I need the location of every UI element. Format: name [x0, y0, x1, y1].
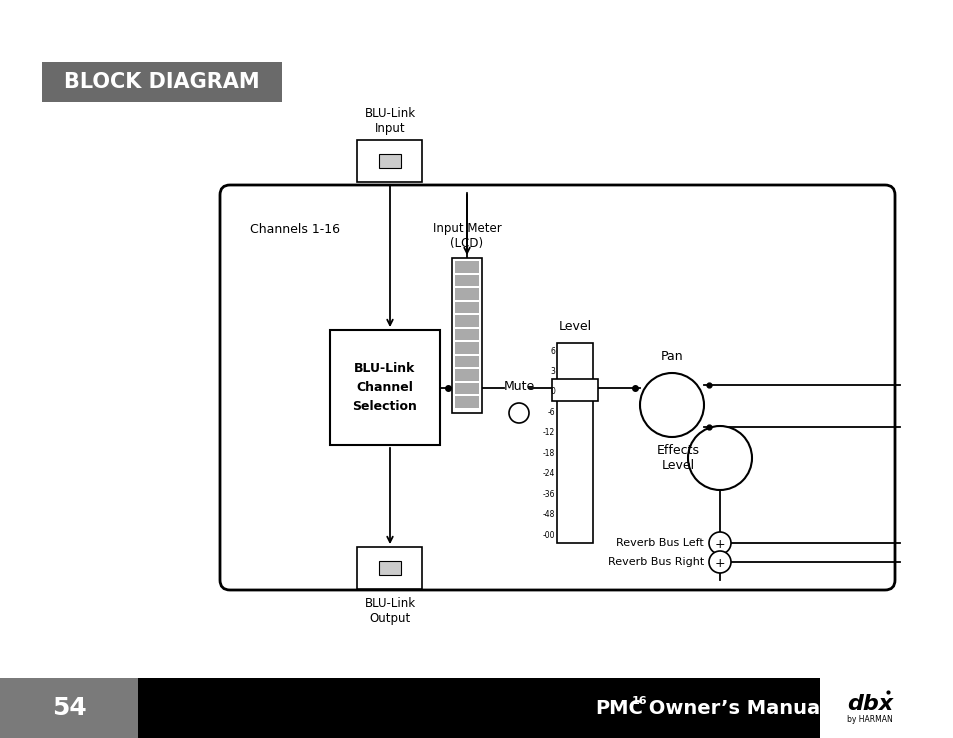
Text: Pan: Pan — [660, 350, 682, 363]
Text: 0: 0 — [550, 387, 555, 396]
Bar — [455, 288, 478, 300]
Text: dbx: dbx — [846, 694, 892, 714]
Bar — [357, 140, 422, 182]
Text: Mute: Mute — [503, 380, 534, 393]
Bar — [138, 678, 820, 738]
Circle shape — [639, 373, 703, 437]
Bar — [455, 396, 478, 408]
Text: -00: -00 — [542, 531, 555, 539]
Bar — [455, 356, 478, 368]
Bar — [378, 154, 400, 168]
Text: Channels 1-16: Channels 1-16 — [250, 223, 339, 236]
FancyBboxPatch shape — [220, 185, 894, 590]
Circle shape — [708, 551, 730, 573]
Text: 6: 6 — [550, 347, 555, 356]
Text: 54: 54 — [51, 696, 87, 720]
Circle shape — [687, 426, 751, 490]
Bar — [455, 315, 478, 327]
Bar — [330, 330, 439, 445]
Bar — [820, 678, 953, 738]
Bar — [455, 342, 478, 354]
Bar — [0, 678, 138, 738]
Text: -18: -18 — [542, 449, 555, 458]
Text: 16: 16 — [631, 696, 647, 706]
Text: BLU-Link
Input: BLU-Link Input — [364, 107, 416, 135]
Text: BLU-Link
Channel
Selection: BLU-Link Channel Selection — [353, 362, 417, 413]
Bar — [455, 328, 478, 340]
Bar — [357, 547, 422, 589]
Bar — [455, 383, 478, 394]
Text: by HARMAN: by HARMAN — [846, 714, 892, 723]
Bar — [452, 258, 481, 413]
Circle shape — [708, 532, 730, 554]
Text: BLU-Link
Output: BLU-Link Output — [364, 597, 416, 625]
Text: -24: -24 — [542, 469, 555, 478]
Text: Reverb Bus Left: Reverb Bus Left — [616, 538, 703, 548]
Bar — [552, 379, 598, 401]
Text: 3: 3 — [550, 367, 555, 376]
Bar — [455, 261, 478, 272]
Text: -12: -12 — [542, 428, 555, 438]
Text: PMC: PMC — [595, 698, 642, 717]
Text: BLOCK DIAGRAM: BLOCK DIAGRAM — [64, 72, 259, 92]
Bar — [378, 561, 400, 575]
Text: Effects
Level: Effects Level — [656, 444, 699, 472]
Text: +: + — [714, 538, 724, 551]
Bar — [557, 343, 593, 543]
Text: -6: -6 — [547, 408, 555, 417]
Bar — [455, 275, 478, 286]
Text: -48: -48 — [542, 510, 555, 519]
Bar — [42, 62, 282, 102]
Text: Level: Level — [558, 320, 591, 333]
Bar — [455, 302, 478, 313]
Circle shape — [509, 403, 529, 423]
Text: Reverb Bus Right: Reverb Bus Right — [607, 557, 703, 567]
Text: Owner’s Manual: Owner’s Manual — [641, 698, 826, 717]
Text: Input Meter
(LCD): Input Meter (LCD) — [432, 222, 501, 250]
Text: +: + — [714, 557, 724, 570]
Text: -36: -36 — [542, 489, 555, 499]
Bar — [455, 369, 478, 381]
